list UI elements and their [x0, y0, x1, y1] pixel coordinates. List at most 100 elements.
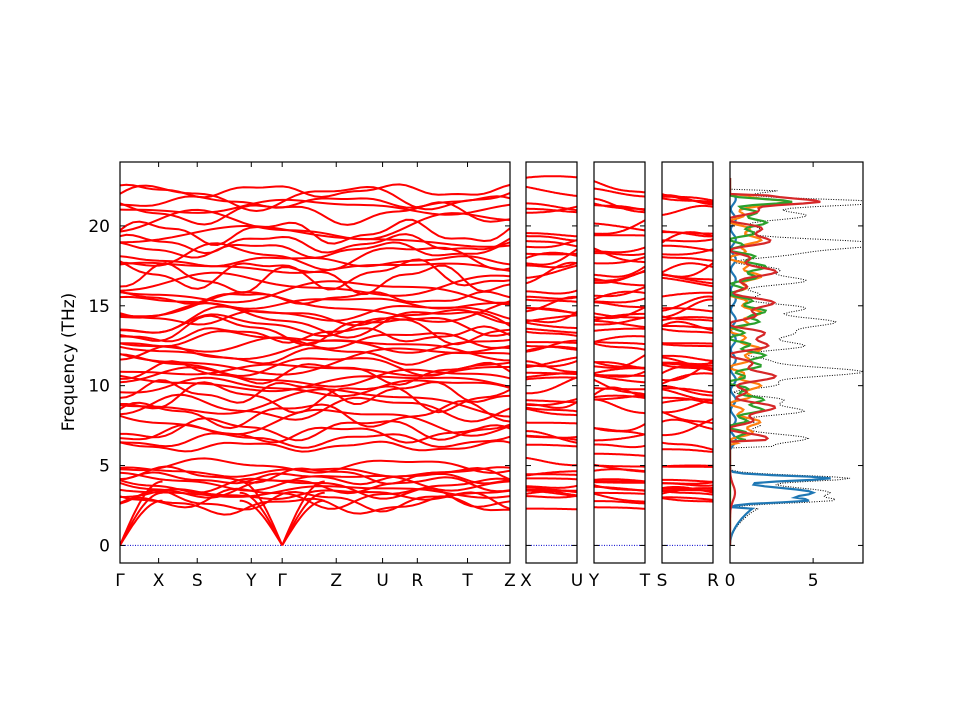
band-line	[662, 496, 713, 501]
acoustic-branch	[281, 499, 325, 546]
band-line	[594, 492, 645, 503]
band-line	[120, 376, 510, 398]
band-line	[120, 388, 510, 418]
band-line	[662, 307, 713, 313]
band-line	[526, 406, 577, 413]
band-line	[120, 339, 510, 362]
band-line	[594, 187, 645, 198]
acoustic-branch	[281, 480, 325, 546]
band-line	[594, 361, 645, 369]
band-line	[662, 248, 713, 256]
band-line	[594, 387, 645, 391]
y-axis-label: Frequency (THz)	[59, 293, 79, 432]
band-line	[662, 238, 713, 243]
band-line	[662, 256, 713, 262]
dos-series-5	[730, 178, 821, 546]
band-line	[662, 410, 713, 425]
x-tick-label: X	[520, 571, 532, 591]
band-line	[594, 327, 645, 332]
band-line	[594, 340, 645, 346]
x-tick-label: Γ	[277, 571, 287, 591]
band-line	[594, 256, 645, 265]
dos-series-3	[730, 178, 793, 546]
band-line	[526, 261, 577, 285]
band-line	[120, 393, 510, 423]
band-line	[526, 311, 577, 324]
band-line	[526, 175, 577, 179]
y-tick-label: 20	[88, 217, 110, 237]
panel-frame-3	[593, 161, 646, 564]
band-line	[662, 262, 713, 274]
band-line	[594, 297, 645, 304]
band-line	[120, 314, 510, 347]
acoustic-branch	[239, 491, 284, 546]
band-line	[526, 484, 577, 489]
band-line	[120, 353, 510, 377]
band-line	[662, 327, 713, 334]
band-line	[662, 195, 713, 202]
band-line	[120, 233, 510, 255]
band-line	[120, 417, 510, 442]
band-line	[594, 301, 645, 309]
band-line	[526, 473, 577, 476]
dos-series-4	[730, 178, 793, 546]
band-line	[594, 180, 645, 194]
band-line	[526, 477, 577, 481]
band-line	[594, 335, 645, 343]
band-line	[526, 185, 577, 197]
band-line	[120, 183, 510, 199]
band-line	[594, 265, 645, 278]
band-line	[594, 481, 645, 484]
band-line	[526, 494, 577, 499]
band-line	[526, 339, 577, 353]
band-line	[594, 506, 645, 510]
band-line	[594, 342, 645, 351]
x-tick-label: T	[639, 571, 651, 591]
band-line	[594, 443, 645, 449]
band-line	[594, 500, 645, 505]
band-line	[526, 330, 577, 337]
band-line	[526, 443, 577, 448]
band-line	[526, 507, 577, 511]
band-line	[120, 218, 510, 247]
band-line	[120, 195, 510, 209]
acoustic-branch	[239, 480, 284, 546]
acoustic-branch	[120, 491, 163, 546]
band-line	[662, 204, 713, 216]
band-line	[662, 354, 713, 362]
y-tick-label: 0	[99, 536, 110, 556]
band-line	[662, 387, 713, 394]
dos-series-2	[730, 178, 831, 546]
band-line	[662, 343, 713, 348]
band-line	[662, 372, 713, 385]
band-line	[594, 252, 645, 256]
dos-frame	[729, 161, 864, 564]
x-tick-label: R	[411, 571, 423, 591]
band-line	[526, 421, 577, 425]
band-line	[120, 432, 510, 449]
band-line	[662, 418, 713, 431]
band-line	[526, 321, 577, 330]
band-line	[526, 407, 577, 417]
band-line	[526, 298, 577, 303]
band-line	[594, 374, 645, 384]
band-line	[526, 307, 577, 315]
band-line	[120, 290, 510, 305]
band-line	[526, 295, 577, 300]
x-tick-label: Γ	[115, 571, 125, 591]
band-line	[120, 488, 510, 501]
band-line	[526, 341, 577, 344]
acoustic-branch	[281, 491, 325, 546]
band-line	[594, 354, 645, 369]
band-line	[526, 232, 577, 238]
band-panel-2	[526, 175, 577, 546]
dos-series-1	[730, 178, 863, 546]
band-line	[120, 308, 510, 327]
band-line	[526, 205, 577, 214]
band-line	[120, 423, 510, 444]
band-line	[120, 495, 510, 516]
x-tick-label: S	[657, 571, 668, 591]
band-line	[526, 235, 577, 242]
band-panel-1	[120, 183, 510, 546]
band-line	[594, 480, 645, 483]
